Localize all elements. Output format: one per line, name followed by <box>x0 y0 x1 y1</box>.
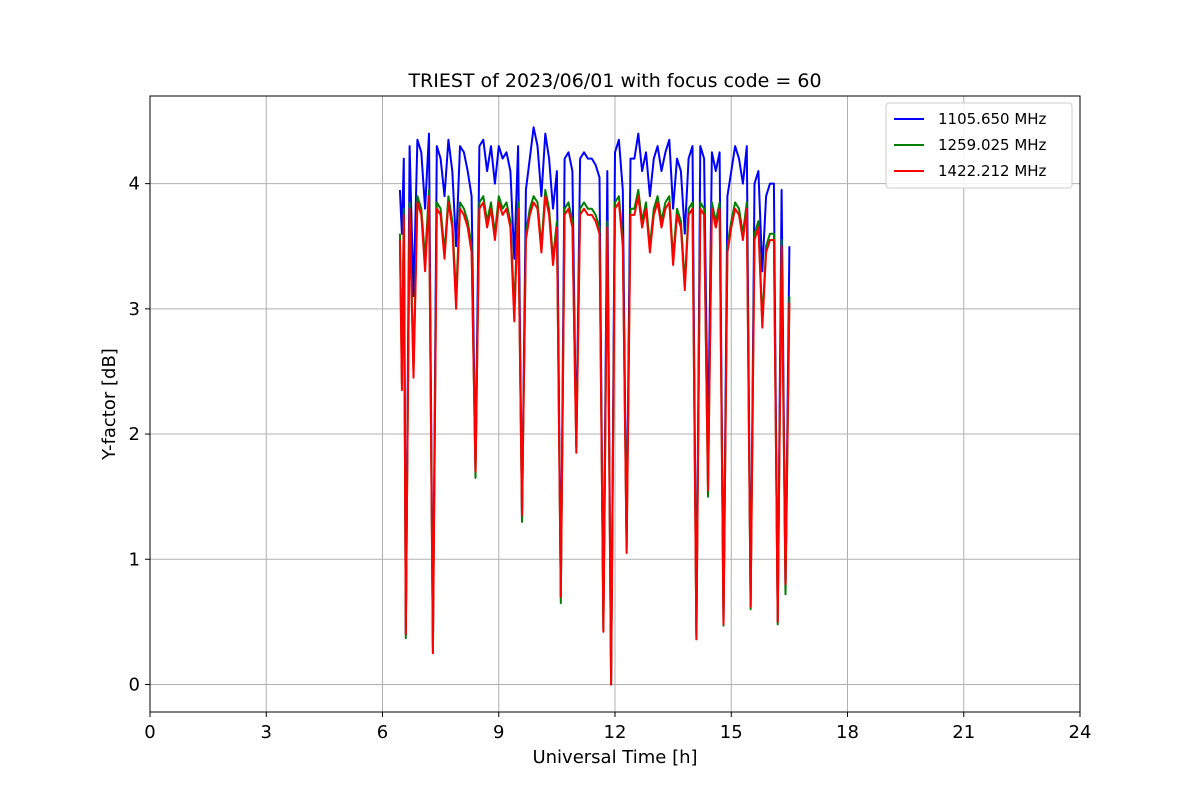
series-line-3 <box>398 195 791 686</box>
y-tick-label: 3 <box>129 299 140 320</box>
y-axis-label: Y-factor [dB] <box>99 348 120 461</box>
series-layer <box>398 126 791 686</box>
legend-label: 1422.212 MHz <box>938 162 1047 180</box>
y-tick-label: 1 <box>129 549 140 570</box>
legend-items: 1105.650 MHz 1259.025 MHz 1422.212 MHz <box>894 110 1047 180</box>
legend-box <box>885 102 1073 189</box>
x-axis-label: Universal Time [h] <box>532 747 697 768</box>
x-tick-label: 9 <box>493 722 504 743</box>
x-tick-label: 3 <box>261 722 272 743</box>
y-ticks: 0 1 2 3 4 <box>129 174 150 695</box>
y-tick-label: 0 <box>129 674 140 695</box>
x-tick-label: 24 <box>1069 722 1092 743</box>
y-tick-label: 4 <box>129 174 140 195</box>
x-tick-label: 12 <box>604 722 627 743</box>
series-line-2 <box>398 188 791 686</box>
x-tick-label: 0 <box>144 722 155 743</box>
x-tick-label: 18 <box>836 722 859 743</box>
chart-title: TRIEST of 2023/06/01 with focus code = 6… <box>407 70 821 92</box>
x-ticks: 0 3 6 9 12 15 18 21 24 <box>144 712 1091 743</box>
legend: 1105.650 MHz 1259.025 MHz 1422.212 MHz <box>885 102 1073 189</box>
y-tick-label: 2 <box>129 424 140 445</box>
legend-label: 1105.650 MHz <box>938 110 1047 128</box>
x-tick-label: 21 <box>952 722 975 743</box>
x-tick-label: 15 <box>720 722 743 743</box>
legend-label: 1259.025 MHz <box>938 136 1047 154</box>
x-tick-label: 6 <box>377 722 388 743</box>
